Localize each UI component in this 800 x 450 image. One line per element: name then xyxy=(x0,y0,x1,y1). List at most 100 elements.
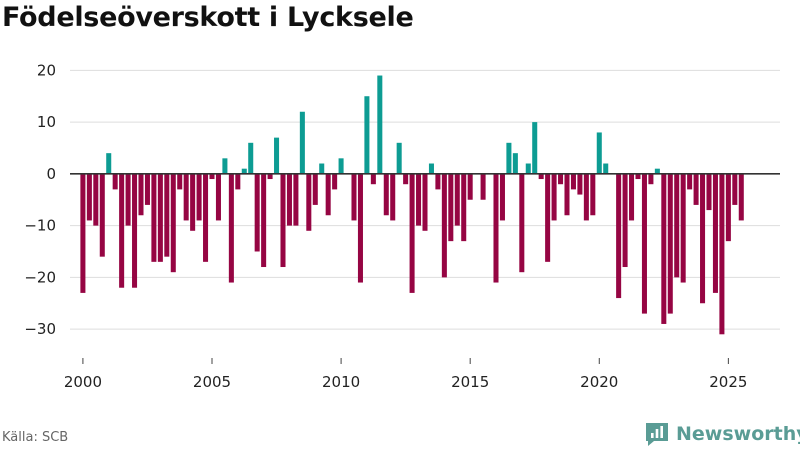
bar xyxy=(396,142,402,174)
bar xyxy=(435,173,441,190)
bar xyxy=(551,173,557,221)
bar xyxy=(370,173,376,185)
bar xyxy=(209,173,215,180)
x-tick-label: 2015 xyxy=(451,373,489,391)
bar xyxy=(519,173,525,273)
bar xyxy=(93,173,99,226)
y-tick-label: 10 xyxy=(37,113,56,131)
y-tick-label: −10 xyxy=(24,217,56,235)
y-tick-label: −30 xyxy=(24,320,56,338)
bar xyxy=(274,137,280,174)
bar xyxy=(480,173,486,200)
x-tick-label: 2005 xyxy=(193,373,231,391)
bar xyxy=(306,173,312,231)
bar xyxy=(493,173,499,283)
brand-logo-block: Newsworthy xyxy=(644,420,800,448)
bar xyxy=(383,173,389,216)
bar xyxy=(228,173,234,283)
bar xyxy=(596,132,602,174)
bar xyxy=(577,173,583,195)
bar xyxy=(583,173,589,221)
bar xyxy=(428,163,434,174)
y-axis-ticks: 20 10 0 −10 −20 −30 xyxy=(24,61,56,338)
chart-title: Födelseöverskott i Lycksele xyxy=(2,2,414,33)
bar xyxy=(680,173,686,283)
x-tick-label: 2025 xyxy=(709,373,747,391)
bar xyxy=(312,173,318,205)
bar xyxy=(138,173,144,216)
bar xyxy=(448,173,454,242)
bar xyxy=(254,173,260,252)
bars xyxy=(80,75,744,335)
bar xyxy=(280,173,286,268)
bar xyxy=(441,173,447,278)
bar xyxy=(338,158,344,174)
bar xyxy=(215,173,221,221)
source-note: Källa: SCB xyxy=(2,430,69,445)
x-tick-label: 2010 xyxy=(322,373,360,391)
bar xyxy=(132,173,138,288)
bar xyxy=(106,153,112,174)
bar xyxy=(157,173,163,262)
bar xyxy=(325,173,331,216)
x-axis-ticks: 2000 2005 2010 2015 2020 2025 xyxy=(64,358,747,391)
bar xyxy=(719,173,725,335)
bar xyxy=(241,168,247,174)
bar xyxy=(738,173,744,221)
bar xyxy=(144,173,150,205)
bar xyxy=(351,173,357,221)
bar xyxy=(409,173,415,293)
bar xyxy=(319,163,325,174)
bar xyxy=(80,173,86,293)
newsworthy-logo-icon xyxy=(646,423,668,446)
bar xyxy=(622,173,628,268)
y-tick-label: −20 xyxy=(24,268,56,286)
bar xyxy=(299,111,305,174)
bar xyxy=(164,173,170,257)
bar xyxy=(222,158,228,174)
bar xyxy=(177,173,183,190)
bar xyxy=(332,173,338,190)
bar xyxy=(706,173,712,211)
bar xyxy=(641,173,647,314)
bar xyxy=(119,173,125,288)
bar xyxy=(248,142,254,174)
bar xyxy=(86,173,92,221)
bar xyxy=(125,173,131,226)
bar xyxy=(203,173,209,262)
bar xyxy=(390,173,396,221)
bar xyxy=(377,75,383,174)
bar xyxy=(416,173,422,226)
bar xyxy=(467,173,473,200)
bar xyxy=(267,173,273,180)
bar xyxy=(687,173,693,190)
bar xyxy=(725,173,731,242)
bar xyxy=(261,173,267,268)
bar xyxy=(293,173,299,226)
bar xyxy=(648,173,654,185)
bar xyxy=(454,173,460,226)
bar xyxy=(357,173,363,283)
bar xyxy=(590,173,596,216)
bar xyxy=(700,173,706,304)
bar xyxy=(693,173,699,205)
bar xyxy=(196,173,202,221)
bar xyxy=(170,173,176,273)
bar xyxy=(183,173,189,221)
bar xyxy=(712,173,718,293)
bar xyxy=(403,173,409,185)
bar xyxy=(99,173,105,257)
bar xyxy=(190,173,196,231)
bar xyxy=(570,173,576,190)
bar xyxy=(654,168,660,174)
bar xyxy=(667,173,673,314)
bar xyxy=(422,173,428,231)
y-tick-label: 20 xyxy=(37,61,56,79)
bar xyxy=(506,142,512,174)
bar xyxy=(112,173,118,190)
bar xyxy=(732,173,738,205)
bar xyxy=(151,173,157,262)
x-tick-label: 2000 xyxy=(64,373,102,391)
bar xyxy=(661,173,667,324)
